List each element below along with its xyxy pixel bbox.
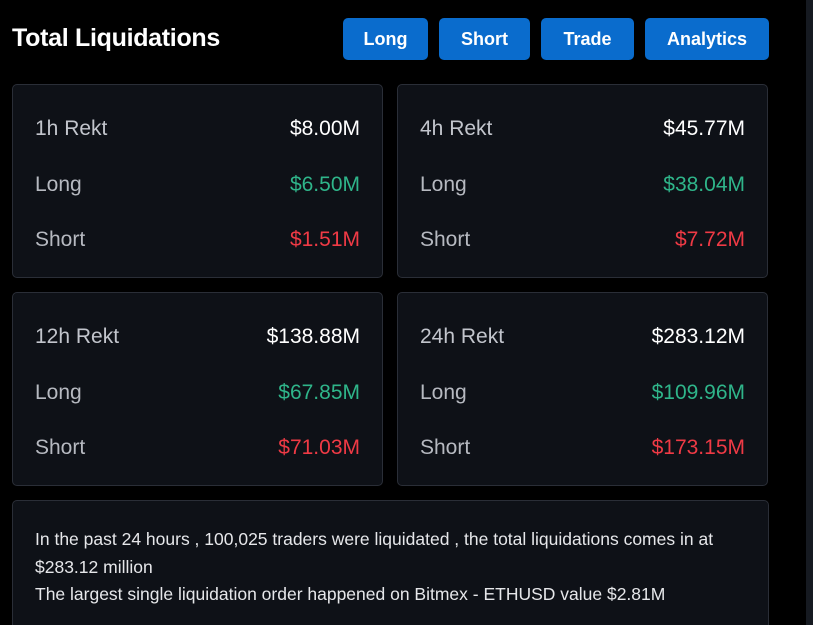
card-title: 4h Rekt bbox=[420, 117, 493, 140]
long-row: Long $67.85M bbox=[35, 381, 360, 405]
short-value: $71.03M bbox=[278, 436, 360, 459]
long-value: $6.50M bbox=[289, 173, 360, 196]
short-row: Short $71.03M bbox=[35, 436, 360, 460]
long-value: $109.96M bbox=[651, 381, 745, 404]
card-12h: 12h Rekt $138.88M Long $67.85M Short $71… bbox=[12, 292, 383, 486]
long-label: Long bbox=[420, 381, 467, 404]
card-1h: 1h Rekt $8.00M Long $6.50M Short $1.51M bbox=[12, 84, 383, 278]
card-title: 12h Rekt bbox=[35, 325, 120, 348]
summary-text-24h: In the past 24 hours , 100,025 traders w… bbox=[35, 529, 714, 577]
trade-button[interactable]: Trade bbox=[541, 18, 634, 60]
long-label: Long bbox=[35, 381, 82, 404]
card-header-row: 24h Rekt $283.12M bbox=[420, 325, 745, 349]
nav-buttons: Long Short Trade Analytics bbox=[343, 18, 769, 60]
short-value: $1.51M bbox=[289, 228, 360, 251]
card-total-value: $283.12M bbox=[651, 325, 745, 348]
long-value: $38.04M bbox=[663, 173, 745, 196]
long-row: Long $38.04M bbox=[420, 173, 745, 197]
card-total-value: $8.00M bbox=[289, 117, 360, 140]
short-value: $7.72M bbox=[674, 228, 745, 251]
short-label: Short bbox=[35, 228, 86, 251]
card-header-row: 1h Rekt $8.00M bbox=[35, 117, 360, 141]
card-total-value: $45.77M bbox=[663, 117, 745, 140]
analytics-button[interactable]: Analytics bbox=[645, 18, 769, 60]
long-label: Long bbox=[35, 173, 82, 196]
short-button[interactable]: Short bbox=[439, 18, 530, 60]
card-total-value: $138.88M bbox=[266, 325, 360, 348]
long-row: Long $109.96M bbox=[420, 381, 745, 405]
long-label: Long bbox=[420, 173, 467, 196]
card-title: 24h Rekt bbox=[420, 325, 505, 348]
card-24h: 24h Rekt $283.12M Long $109.96M Short $1… bbox=[397, 292, 768, 486]
short-row: Short $1.51M bbox=[35, 228, 360, 252]
short-label: Short bbox=[420, 228, 471, 251]
summary-panel: In the past 24 hours , 100,025 traders w… bbox=[12, 500, 769, 625]
summary-text-largest-order: The largest single liquidation order hap… bbox=[35, 584, 666, 604]
page-title: Total Liquidations bbox=[12, 24, 221, 52]
page-scrollbar[interactable] bbox=[806, 0, 813, 625]
card-header-row: 4h Rekt $45.77M bbox=[420, 117, 745, 141]
short-value: $173.15M bbox=[651, 436, 745, 459]
card-header-row: 12h Rekt $138.88M bbox=[35, 325, 360, 349]
long-row: Long $6.50M bbox=[35, 173, 360, 197]
short-row: Short $173.15M bbox=[420, 436, 745, 460]
short-row: Short $7.72M bbox=[420, 228, 745, 252]
long-button[interactable]: Long bbox=[343, 18, 428, 60]
short-label: Short bbox=[420, 436, 471, 459]
long-value: $67.85M bbox=[278, 381, 360, 404]
short-label: Short bbox=[35, 436, 86, 459]
card-title: 1h Rekt bbox=[35, 117, 108, 140]
card-4h: 4h Rekt $45.77M Long $38.04M Short $7.72… bbox=[397, 84, 768, 278]
